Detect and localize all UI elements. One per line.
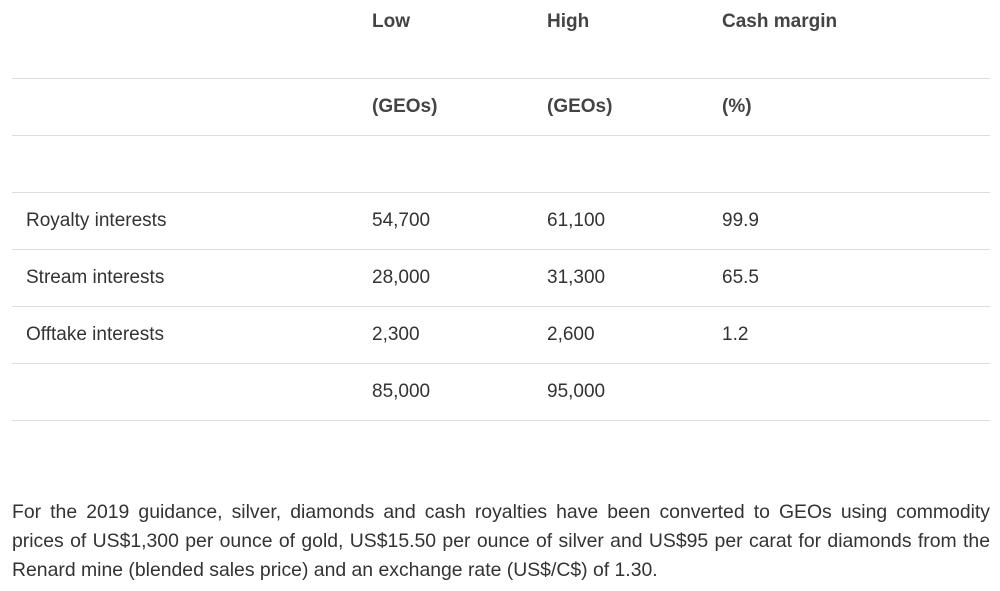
- total-row: 85,000 95,000: [12, 363, 990, 421]
- spacer-row: [12, 135, 990, 193]
- footnote: For the 2019 guidance, silver, diamonds …: [12, 501, 990, 581]
- low-value: 2,300: [358, 306, 533, 364]
- header-cell-low: Low: [358, 0, 533, 79]
- row-label: Royalty interests: [12, 192, 358, 250]
- total-cash-margin-value: [708, 363, 990, 421]
- table-row: Royalty interests 54,700 61,100 99.9: [12, 192, 990, 250]
- units-row: (GEOs) (GEOs) (%): [12, 78, 990, 136]
- cash-margin-value: 1.2: [708, 306, 990, 364]
- total-label: [12, 363, 358, 421]
- high-value: 61,100: [533, 192, 708, 250]
- header-row: Low High Cash margin: [12, 0, 990, 79]
- row-label: Offtake interests: [12, 306, 358, 364]
- table-row: Offtake interests 2,300 2,600 1.2: [12, 306, 990, 364]
- high-value: 31,300: [533, 249, 708, 307]
- unit-cell-empty: [12, 78, 358, 136]
- low-value: 54,700: [358, 192, 533, 250]
- high-value: 2,600: [533, 306, 708, 364]
- header-cell-cash-margin: Cash margin: [708, 0, 990, 79]
- total-low-value: 85,000: [358, 363, 533, 421]
- cash-margin-value: 99.9: [708, 192, 990, 250]
- unit-cell-low: (GEOs): [358, 78, 533, 136]
- unit-cell-cash-margin: (%): [708, 78, 990, 136]
- table-row: Stream interests 28,000 31,300 65.5: [12, 249, 990, 307]
- header-cell-empty: [12, 0, 358, 79]
- total-high-value: 95,000: [533, 363, 708, 421]
- guidance-table: Low High Cash margin (GEOs) (GEOs) (%) R…: [12, 0, 990, 421]
- row-label: Stream interests: [12, 249, 358, 307]
- cash-margin-value: 65.5: [708, 249, 990, 307]
- unit-cell-high: (GEOs): [533, 78, 708, 136]
- header-cell-high: High: [533, 0, 708, 79]
- low-value: 28,000: [358, 249, 533, 307]
